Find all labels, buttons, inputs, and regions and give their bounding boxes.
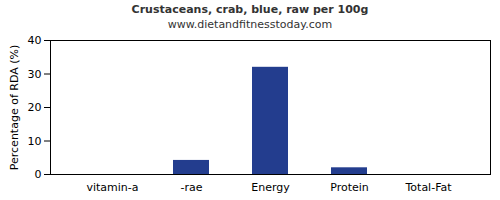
html-text:Crustaceans, crab, blue, raw p: Crustaceans, crab, blue, raw per 100g [131,3,369,16]
svg-text:40: 40 [28,34,42,47]
svg-text:vitamin-a: vitamin-a [86,181,138,194]
svg-text:10: 10 [28,135,42,148]
html-text:www.dietandfitnesstoday.com: www.dietandfitnesstoday.com [167,18,333,31]
svg-text:20: 20 [28,101,42,114]
svg-text:0: 0 [35,168,42,181]
svg-text:Percentage of RDA (%): Percentage of RDA (%) [8,45,21,170]
svg-text:Energy: Energy [251,181,290,194]
svg-text:-rae: -rae [181,181,203,194]
svg-text:Total-Fat: Total-Fat [404,181,452,194]
svg-text:30: 30 [28,68,42,81]
svg-text:Protein: Protein [330,181,369,194]
